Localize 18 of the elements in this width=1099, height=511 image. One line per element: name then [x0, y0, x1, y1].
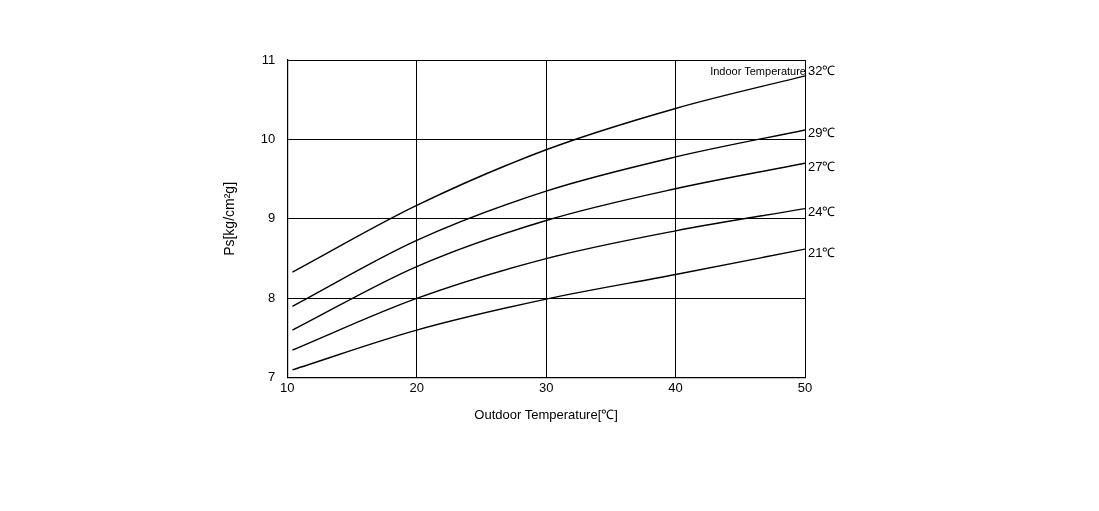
x-tick-label: 40: [668, 380, 683, 396]
series-label: 32℃: [808, 63, 836, 79]
y-tick-label: 8: [268, 289, 276, 305]
y-tick-label: 7: [268, 369, 276, 385]
y-tick-label: 9: [268, 210, 276, 226]
y-tick-label: 10: [260, 131, 276, 147]
y-axis-title: Ps[kg/cm²g]: [221, 181, 238, 256]
series-label: 24℃: [808, 204, 836, 220]
x-axis-title: Outdoor Temperature[℃]: [474, 406, 618, 422]
series-label: 29℃: [808, 125, 836, 141]
x-tick-label: 20: [409, 380, 424, 396]
x-tick-label: 30: [538, 380, 554, 396]
x-tick-label: 10: [280, 380, 295, 396]
y-tick-label: 11: [261, 51, 276, 67]
legend-title: Indoor Temperature: [710, 64, 806, 77]
series-label: 21℃: [808, 244, 836, 260]
series-label: 27℃: [808, 158, 836, 174]
x-tick-label: 50: [797, 380, 813, 396]
